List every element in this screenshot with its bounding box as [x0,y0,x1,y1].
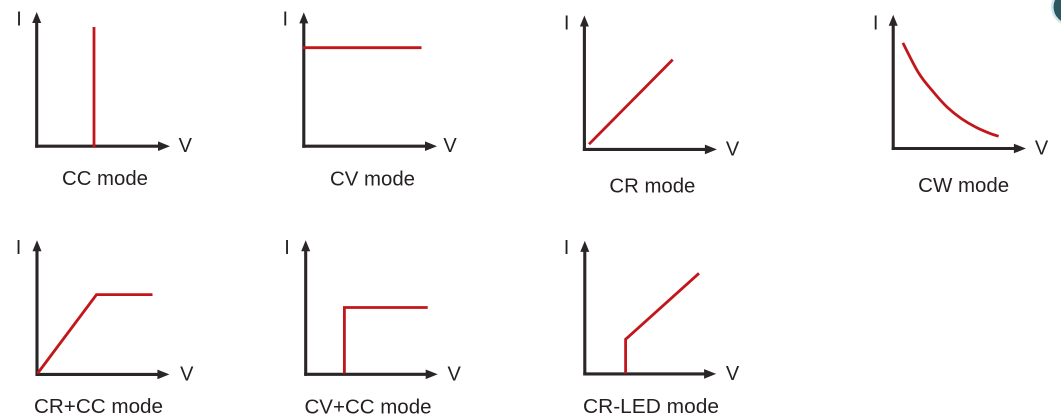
svg-text:V: V [726,363,740,385]
svg-text:I: I [16,237,22,259]
svg-text:I: I [284,237,290,259]
svg-text:V: V [179,135,193,157]
svg-text:CW mode: CW mode [918,175,1009,197]
svg-text:I: I [283,9,289,31]
svg-text:I: I [564,237,570,259]
svg-text:I: I [16,9,22,31]
svg-text:V: V [1035,137,1049,159]
svg-text:CV+CC mode: CV+CC mode [305,397,432,419]
svg-text:V: V [443,135,457,157]
svg-text:I: I [564,12,570,34]
svg-text:V: V [180,363,194,385]
svg-text:I: I [873,12,879,34]
svg-text:CR-LED mode: CR-LED mode [583,396,719,418]
svg-text:CC mode: CC mode [62,168,148,190]
svg-text:CR mode: CR mode [609,176,695,198]
svg-text:V: V [726,138,740,160]
svg-text:CR+CC mode: CR+CC mode [34,396,163,418]
svg-text:V: V [448,363,462,385]
svg-text:CV mode: CV mode [330,169,415,191]
